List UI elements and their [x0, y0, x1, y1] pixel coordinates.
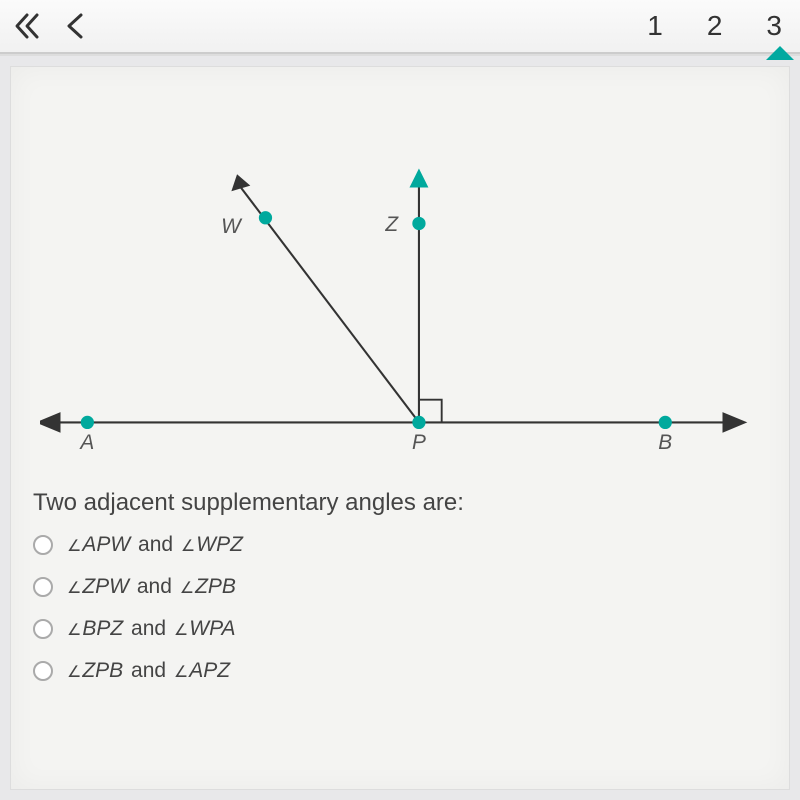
toolbar-divider — [0, 54, 800, 56]
label-B: B — [658, 431, 672, 454]
page-tabs: 1 2 3 — [643, 10, 786, 42]
question-text: Two adjacent supplementary angles are: — [33, 489, 771, 517]
option-2[interactable]: ∠ZPW and ∠ZPB — [33, 575, 771, 599]
top-toolbar: 1 2 3 — [0, 0, 800, 54]
back-single-button[interactable] — [54, 4, 98, 48]
tab-2[interactable]: 2 — [703, 10, 727, 42]
option-3[interactable]: ∠BPZ and ∠WPA — [33, 617, 771, 641]
radio-3[interactable] — [33, 619, 53, 639]
label-P: P — [412, 431, 426, 454]
option-4[interactable]: ∠ZPB and ∠APZ — [33, 659, 771, 683]
arrowhead-Z — [409, 169, 428, 188]
point-P — [412, 416, 425, 429]
point-Z — [412, 217, 425, 230]
label-Z: Z — [384, 213, 399, 236]
tab-3-label: 3 — [766, 10, 782, 41]
point-A — [81, 416, 94, 429]
active-tab-indicator — [766, 46, 794, 60]
option-2-label: ∠ZPW and ∠ZPB — [67, 575, 236, 599]
content-panel: A P B Z W Two adjacent supplementary ang… — [10, 66, 790, 790]
chevron-double-left-icon — [13, 11, 43, 41]
option-4-label: ∠ZPB and ∠APZ — [67, 659, 230, 683]
chevron-left-icon — [63, 11, 89, 41]
geometry-diagram: A P B Z W — [40, 129, 760, 479]
label-W: W — [221, 215, 243, 238]
option-1[interactable]: ∠APW and ∠WPZ — [33, 533, 771, 557]
tab-1[interactable]: 1 — [643, 10, 667, 42]
radio-2[interactable] — [33, 577, 53, 597]
radio-4[interactable] — [33, 661, 53, 681]
option-1-label: ∠APW and ∠WPZ — [67, 533, 243, 557]
label-A: A — [78, 431, 94, 454]
nav-arrow-group — [6, 4, 98, 48]
point-B — [659, 416, 672, 429]
options-group: ∠APW and ∠WPZ ∠ZPW and ∠ZPB ∠BPZ and ∠WP… — [33, 533, 771, 683]
radio-1[interactable] — [33, 535, 53, 555]
option-3-label: ∠BPZ and ∠WPA — [67, 617, 236, 641]
back-double-button[interactable] — [6, 4, 50, 48]
point-W — [259, 211, 272, 224]
tab-3[interactable]: 3 — [762, 10, 786, 42]
